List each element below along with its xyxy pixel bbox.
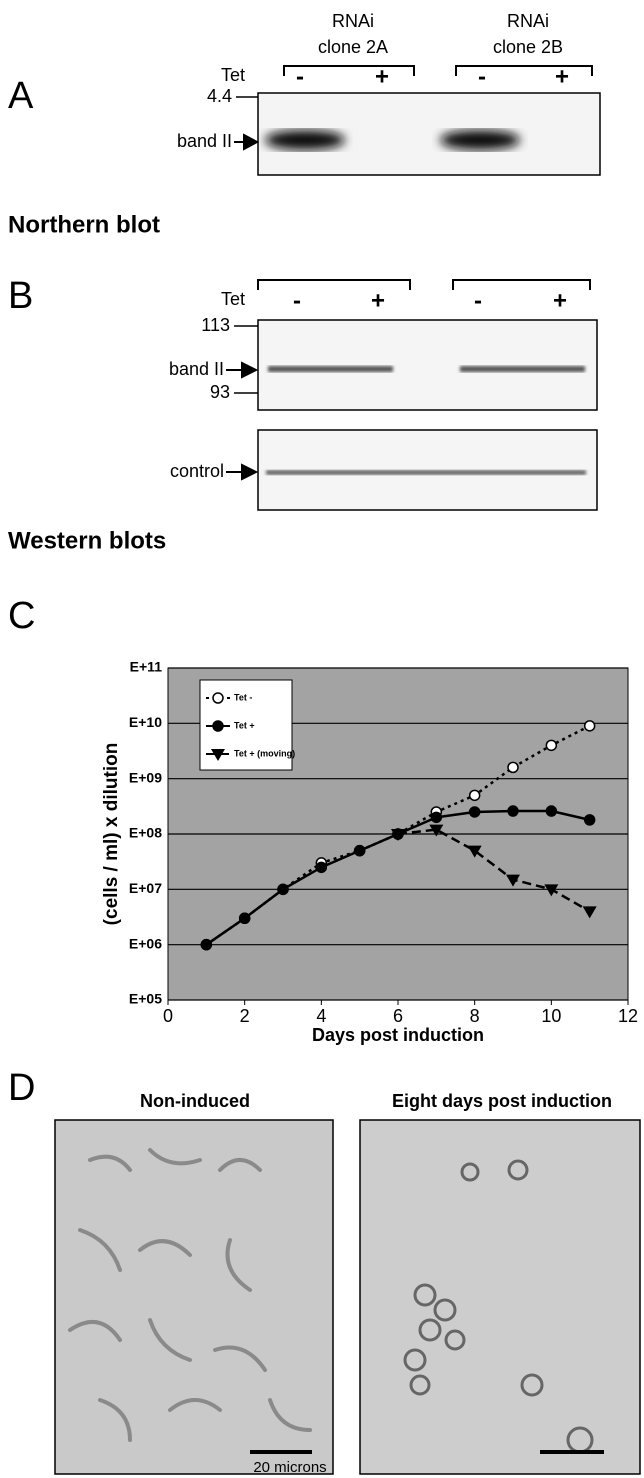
y-tick-label: E+11 xyxy=(130,659,163,675)
size-marker: 113 xyxy=(201,315,230,335)
image-title: Eight days post induction xyxy=(392,1091,612,1111)
clone-label: RNAi xyxy=(507,11,549,31)
marker xyxy=(507,761,519,774)
marker xyxy=(545,739,558,752)
clone-label: clone 2B xyxy=(493,37,563,57)
y-tick-label: E+09 xyxy=(129,769,162,785)
marker xyxy=(544,884,559,897)
marker xyxy=(277,883,289,896)
marker xyxy=(583,814,596,826)
band xyxy=(440,130,520,150)
marker xyxy=(212,720,224,732)
y-tick-label: E+08 xyxy=(129,825,162,841)
marker xyxy=(211,749,225,761)
marker xyxy=(353,844,366,857)
x-tick-label: 4 xyxy=(316,1006,326,1026)
tet-label: Tet xyxy=(221,65,245,85)
x-tick-label: 6 xyxy=(393,1006,403,1026)
legend-label: Tet + xyxy=(234,720,255,730)
band xyxy=(265,130,345,150)
micrograph xyxy=(54,1119,334,1475)
marker xyxy=(212,692,224,704)
x-axis-label: Days post induction xyxy=(312,1025,484,1045)
clone-label: RNAi xyxy=(332,11,374,31)
marker xyxy=(467,845,482,858)
image-title: Non-induced xyxy=(140,1091,250,1111)
marker xyxy=(429,824,444,837)
panel-letter: A xyxy=(8,75,34,117)
legend-label: Tet - xyxy=(234,692,252,702)
marker xyxy=(468,789,481,802)
panel-letter: C xyxy=(8,595,35,637)
sign: + xyxy=(555,63,569,90)
size-marker: 4.4 xyxy=(207,86,232,106)
panel-letter: B xyxy=(8,275,33,317)
sign: - xyxy=(478,63,486,90)
scale-label: 20 microns xyxy=(253,1459,326,1476)
x-tick-label: 0 xyxy=(163,1006,173,1026)
y-axis-label: (cells / ml) x dilution xyxy=(101,743,122,926)
x-tick-label: 2 xyxy=(240,1006,250,1026)
caption: Western blots xyxy=(8,527,166,554)
band xyxy=(460,366,585,372)
series-line xyxy=(397,828,591,913)
arrow xyxy=(234,133,260,151)
marker xyxy=(200,938,213,951)
y-tick-label: E+07 xyxy=(129,880,162,896)
sign: + xyxy=(553,287,567,314)
y-tick-label: E+05 xyxy=(129,991,162,1007)
marker xyxy=(315,861,328,874)
tet-label: Tet xyxy=(221,289,245,309)
arrow xyxy=(226,463,259,481)
marker xyxy=(430,811,443,824)
micrograph xyxy=(359,1119,641,1475)
band-label: band II xyxy=(177,131,232,151)
size-marker: 93 xyxy=(210,382,230,402)
bracket xyxy=(257,279,591,290)
caption: Northern blot xyxy=(8,211,160,238)
x-tick-label: 12 xyxy=(618,1006,638,1026)
x-tick-label: 8 xyxy=(470,1006,480,1026)
blot xyxy=(257,319,598,411)
y-tick-label: E+06 xyxy=(129,935,162,951)
marker xyxy=(582,906,597,919)
sign: - xyxy=(293,287,301,314)
marker xyxy=(391,829,405,841)
growth-chart: E+05 E+06 E+07 E+08 E+09 E+10 E+11 0 2 4 6 8 10 12 Day… xyxy=(101,659,638,1045)
marker xyxy=(545,805,558,817)
sign: + xyxy=(371,287,385,314)
band-label: control xyxy=(170,461,224,481)
sign: - xyxy=(296,63,304,90)
legend-label: Tet + (moving) xyxy=(234,748,295,758)
marker xyxy=(506,874,520,887)
marker xyxy=(468,806,481,818)
x-tick-label: 10 xyxy=(541,1006,561,1026)
marker xyxy=(583,720,596,732)
band xyxy=(268,366,393,372)
bracket xyxy=(283,65,593,76)
sign: - xyxy=(474,287,482,314)
marker xyxy=(507,805,519,817)
clone-label: clone 2A xyxy=(318,37,388,57)
y-tick-label: E+10 xyxy=(129,714,162,730)
cells xyxy=(68,1148,312,1442)
band xyxy=(266,470,586,475)
panel-letter: D xyxy=(8,1067,35,1109)
band-label: band II xyxy=(169,359,224,379)
marker xyxy=(238,912,251,925)
sign: + xyxy=(375,63,389,90)
arrow xyxy=(226,361,259,379)
